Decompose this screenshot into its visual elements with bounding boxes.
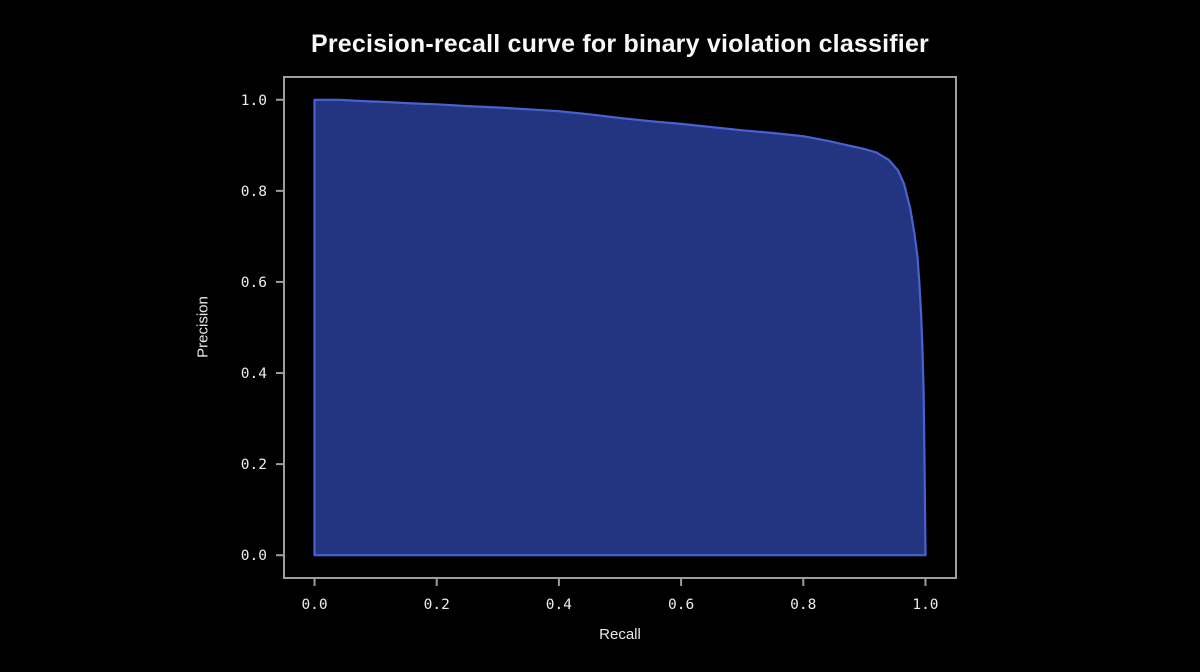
chart-title: Precision-recall curve for binary violat… [311, 30, 929, 58]
x-tick-label: 0.6 [668, 597, 694, 613]
x-tick-label: 1.0 [912, 597, 938, 613]
y-tick-label: 0.8 [241, 184, 267, 200]
y-tick-label: 0.4 [241, 366, 267, 382]
x-tick-label: 0.4 [546, 597, 572, 613]
y-tick-label: 1.0 [241, 93, 267, 109]
y-tick-label: 0.6 [241, 275, 267, 291]
y-axis-label: Precision [194, 296, 212, 358]
y-tick-label: 0.0 [241, 548, 267, 564]
pr-fill-area [313, 98, 927, 557]
plot-frame [283, 76, 957, 579]
x-tick-label: 0.2 [424, 597, 450, 613]
x-tick-label: 0.8 [790, 597, 816, 613]
y-tick-label: 0.2 [241, 457, 267, 473]
x-axis-label: Recall [599, 626, 641, 643]
x-tick-label: 0.0 [301, 597, 327, 613]
